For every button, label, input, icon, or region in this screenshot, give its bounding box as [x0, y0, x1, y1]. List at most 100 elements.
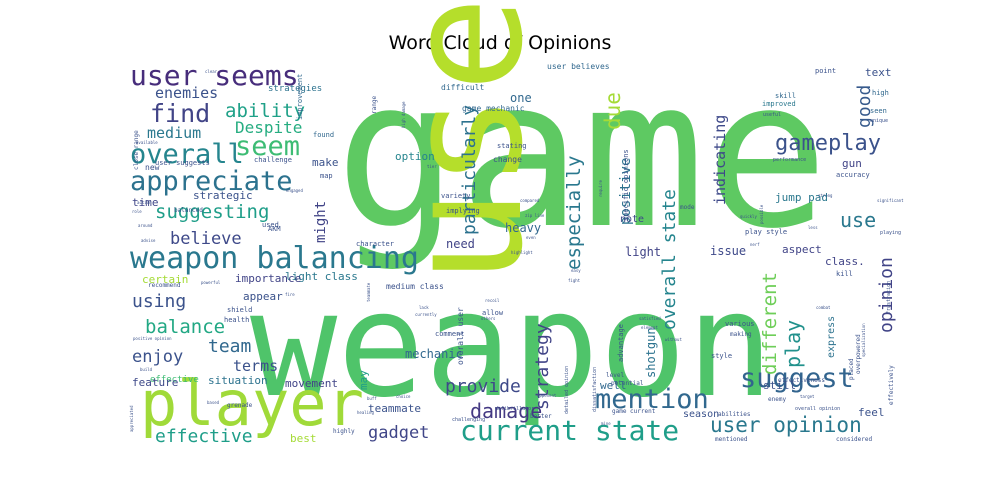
word-appear: appear: [243, 290, 283, 303]
word-jump-pad: jump pad: [775, 191, 828, 204]
word-team: team: [208, 336, 251, 357]
word-accuracy: accuracy: [836, 171, 870, 179]
word-option: option: [395, 150, 435, 163]
word-movement: movement: [285, 377, 338, 390]
word-require: require: [598, 180, 603, 197]
word-kill: kill: [836, 270, 853, 278]
word-situation: situation: [208, 374, 268, 387]
word-shotgun: shotgun: [644, 327, 658, 378]
word-map: map: [320, 172, 333, 180]
word-might: might: [313, 201, 329, 243]
word-effectiveness: effectiveness: [778, 377, 825, 384]
word-damage: damage: [470, 399, 542, 423]
word-effective: effective: [150, 375, 199, 385]
word-element: element: [641, 325, 658, 330]
word-improved: improved: [762, 100, 796, 108]
word-appreciated: appreciated: [129, 405, 134, 432]
word-akm: AKM: [268, 225, 281, 233]
word-enjoy: enjoy: [132, 347, 183, 367]
word-effective: effective: [155, 426, 253, 447]
word-mechanic: mechanic: [405, 347, 463, 361]
word-issue: issue: [710, 244, 746, 258]
word-mode: mode: [680, 204, 695, 211]
word-weapon-balancing: weapon balancing: [130, 241, 419, 276]
word-frustration: frustration: [886, 281, 892, 314]
word-particularly: particularly: [459, 105, 480, 235]
word-various: various: [725, 320, 755, 328]
word-strong: strong: [818, 193, 833, 198]
word-indicating: indicating: [711, 115, 729, 205]
word-dissatisfaction: dissatisfaction: [592, 367, 598, 412]
word-enemy: enemy: [768, 396, 786, 403]
word-point: point: [815, 67, 836, 75]
word-game: game: [335, 36, 829, 274]
word-advantage: advantage: [617, 324, 625, 362]
word-currently: currently: [415, 312, 437, 317]
word-quickly: quickly: [740, 214, 757, 219]
word-text: text: [865, 66, 892, 79]
word-implying: implying: [446, 207, 480, 215]
word-mentioned: mentioned: [715, 436, 748, 443]
word-clear: clear: [205, 69, 218, 74]
word-opponent: opponent: [537, 393, 557, 398]
word-change: change: [493, 155, 522, 164]
word-available: available: [136, 140, 158, 145]
word-need: need: [446, 237, 475, 251]
chart-title: Word Cloud of Opinions: [388, 32, 612, 54]
word-positive-opinion: positive opinion: [133, 336, 172, 341]
word-recoil: recoil: [485, 298, 500, 303]
word-certain: certain: [142, 273, 188, 286]
word-others: others: [481, 316, 496, 321]
word-high-damage: high damage: [401, 101, 406, 128]
word-user-believes: user believes: [547, 62, 610, 71]
word-found: found: [313, 131, 334, 139]
word-overpowered: overpowered: [855, 334, 862, 374]
word-overall-state: overall state: [659, 189, 680, 330]
word-healing: healing: [357, 410, 374, 415]
word-without: without: [665, 337, 682, 342]
word-enemies: enemies: [155, 84, 218, 102]
word-buff: buff: [367, 396, 377, 401]
word-best: best: [290, 432, 317, 445]
word-defibrillator: defibrillator: [495, 406, 534, 412]
word-even: even: [526, 235, 536, 240]
word-season: season: [683, 409, 719, 420]
word-provide: provide: [445, 376, 521, 397]
word-balance: balance: [145, 316, 225, 338]
word-comment: comment: [435, 330, 465, 338]
word-especially: especially: [563, 156, 585, 270]
word-build: build: [140, 367, 153, 372]
word-seen: seen: [870, 107, 887, 115]
word-game-current: game current: [612, 408, 656, 415]
word-allow: allow: [482, 309, 504, 317]
word-weapon: weapon: [250, 261, 774, 430]
word-fight: fight: [568, 278, 581, 283]
word-balanced: balanced: [174, 207, 203, 214]
word-performance: performance: [773, 157, 806, 163]
word-despite: Despite: [235, 118, 302, 137]
word-zip-line: zip line: [525, 213, 545, 218]
word-playing: playing: [880, 230, 901, 236]
word-range: range: [371, 96, 378, 114]
word-specific-opinions: specific opinions: [622, 149, 630, 221]
word-tier: tier: [427, 164, 437, 169]
word-satisfied: satisfied: [639, 316, 661, 321]
cloud-background: [130, 60, 898, 450]
word-action: action: [137, 200, 152, 205]
word-note: note: [620, 214, 644, 225]
word-improvement: improvement: [296, 74, 304, 120]
word-using: using: [132, 291, 186, 312]
word-used: used: [262, 221, 279, 229]
word-gun: gun: [842, 157, 862, 170]
word-abilities: abilities: [718, 411, 751, 418]
word-skill: skill: [775, 92, 796, 100]
word-different: different: [759, 272, 781, 375]
word-feature: feature: [132, 376, 178, 389]
word-better: better: [530, 413, 552, 420]
word-terms: terms: [233, 357, 278, 375]
word-high: high: [872, 89, 889, 97]
word-less: less: [808, 225, 818, 230]
word-target: target: [800, 394, 815, 399]
word-unique: unique: [870, 118, 888, 124]
